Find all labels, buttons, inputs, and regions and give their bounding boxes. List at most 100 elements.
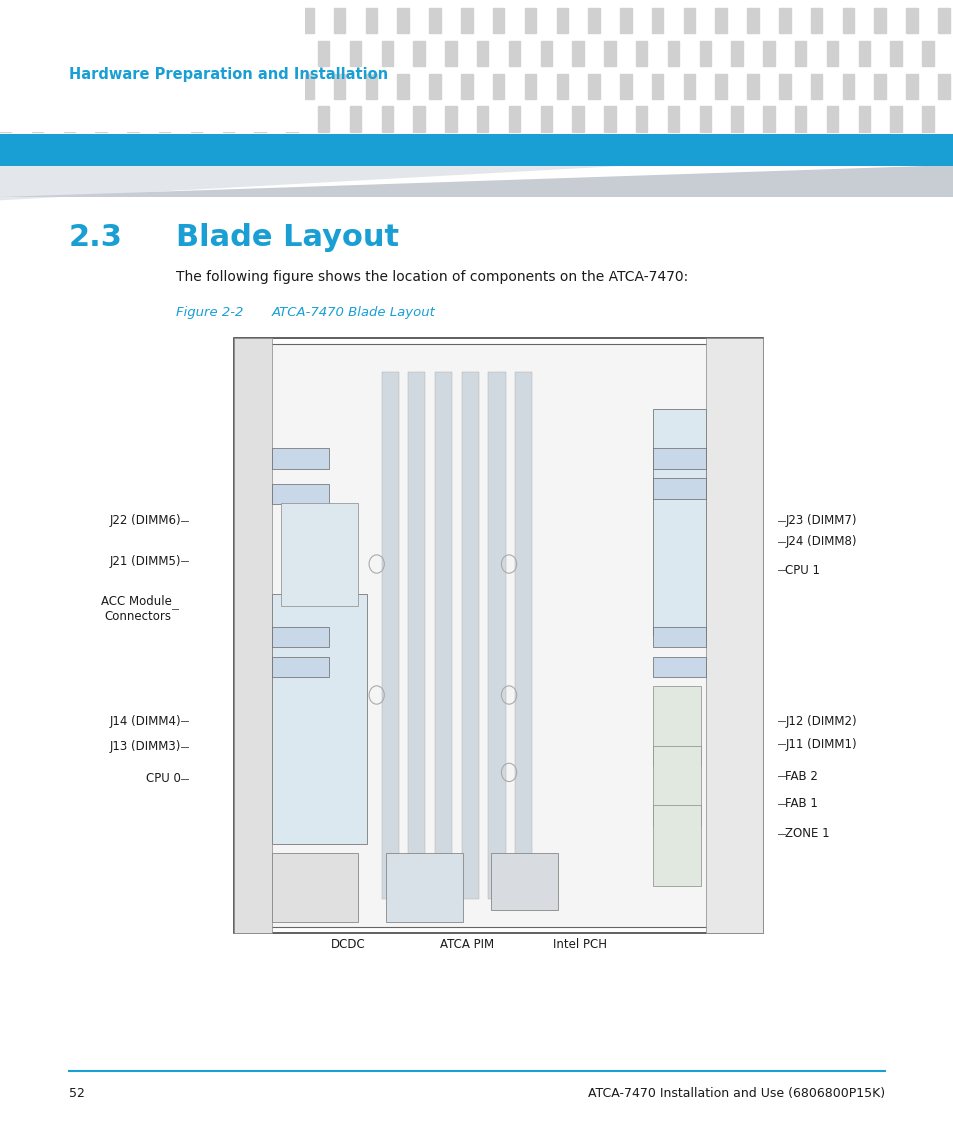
Bar: [841, 8, 853, 33]
Bar: [95, 41, 107, 66]
Bar: [238, 344, 758, 927]
Bar: [810, 73, 821, 98]
Bar: [588, 41, 599, 66]
Bar: [127, 8, 138, 33]
Bar: [779, 73, 790, 98]
Bar: [435, 372, 452, 899]
Bar: [95, 73, 107, 98]
Bar: [460, 8, 472, 33]
Bar: [445, 106, 456, 132]
Bar: [174, 73, 186, 98]
Bar: [143, 106, 154, 132]
Bar: [653, 409, 705, 635]
Bar: [445, 8, 456, 33]
Bar: [286, 106, 297, 132]
Bar: [112, 106, 123, 132]
Text: 2.3: 2.3: [69, 222, 122, 252]
Bar: [653, 805, 700, 885]
Bar: [540, 41, 552, 66]
Bar: [31, 73, 43, 98]
Text: CPU 0: CPU 0: [146, 772, 181, 785]
Bar: [905, 106, 917, 132]
Bar: [874, 41, 885, 66]
Bar: [493, 73, 504, 98]
Text: Hardware Preparation and Installation: Hardware Preparation and Installation: [69, 66, 388, 82]
Bar: [191, 73, 202, 98]
Bar: [540, 106, 552, 132]
Bar: [508, 73, 519, 98]
Bar: [619, 41, 631, 66]
Bar: [810, 41, 821, 66]
Bar: [556, 73, 567, 98]
Bar: [524, 8, 536, 33]
Bar: [619, 73, 631, 98]
Bar: [381, 8, 393, 33]
Bar: [350, 106, 361, 132]
Bar: [937, 73, 948, 98]
Bar: [381, 106, 393, 132]
Bar: [746, 106, 758, 132]
Bar: [905, 41, 917, 66]
Bar: [524, 106, 536, 132]
Bar: [429, 41, 440, 66]
Bar: [937, 41, 948, 66]
Bar: [667, 41, 679, 66]
Bar: [270, 106, 281, 132]
Bar: [683, 41, 695, 66]
Bar: [302, 41, 314, 66]
Bar: [281, 503, 357, 606]
Bar: [127, 106, 138, 132]
Bar: [159, 8, 171, 33]
Bar: [651, 41, 662, 66]
Text: Blade Layout: Blade Layout: [176, 222, 399, 252]
Bar: [317, 8, 329, 33]
Bar: [222, 8, 233, 33]
Bar: [286, 73, 297, 98]
Bar: [350, 8, 361, 33]
Bar: [699, 106, 710, 132]
Bar: [922, 8, 933, 33]
Bar: [826, 8, 838, 33]
Bar: [207, 73, 218, 98]
Bar: [79, 73, 91, 98]
Bar: [334, 41, 345, 66]
Bar: [272, 626, 329, 647]
Bar: [683, 73, 695, 98]
Bar: [922, 73, 933, 98]
Bar: [715, 41, 726, 66]
Bar: [715, 73, 726, 98]
Bar: [350, 41, 361, 66]
Bar: [683, 8, 695, 33]
Bar: [460, 41, 472, 66]
Bar: [365, 8, 376, 33]
Bar: [762, 106, 774, 132]
Bar: [270, 8, 281, 33]
Bar: [272, 656, 329, 677]
Bar: [636, 8, 647, 33]
Bar: [270, 41, 281, 66]
Bar: [31, 106, 43, 132]
Bar: [365, 106, 376, 132]
Bar: [572, 73, 583, 98]
Bar: [445, 41, 456, 66]
Bar: [79, 41, 91, 66]
Bar: [272, 853, 357, 922]
Bar: [794, 41, 805, 66]
Bar: [413, 106, 424, 132]
Bar: [381, 73, 393, 98]
Bar: [238, 106, 250, 132]
Text: ATCA-7470 Blade Layout: ATCA-7470 Blade Layout: [272, 306, 436, 319]
Bar: [858, 8, 869, 33]
Bar: [603, 8, 615, 33]
Text: ATCA-7470 Installation and Use (6806800P15K): ATCA-7470 Installation and Use (6806800P…: [588, 1087, 884, 1100]
Text: CPU 1: CPU 1: [784, 563, 820, 577]
Bar: [746, 41, 758, 66]
Bar: [874, 106, 885, 132]
Bar: [922, 41, 933, 66]
Bar: [191, 106, 202, 132]
Bar: [233, 338, 272, 933]
Bar: [636, 106, 647, 132]
Bar: [858, 73, 869, 98]
Bar: [715, 8, 726, 33]
Bar: [731, 106, 742, 132]
